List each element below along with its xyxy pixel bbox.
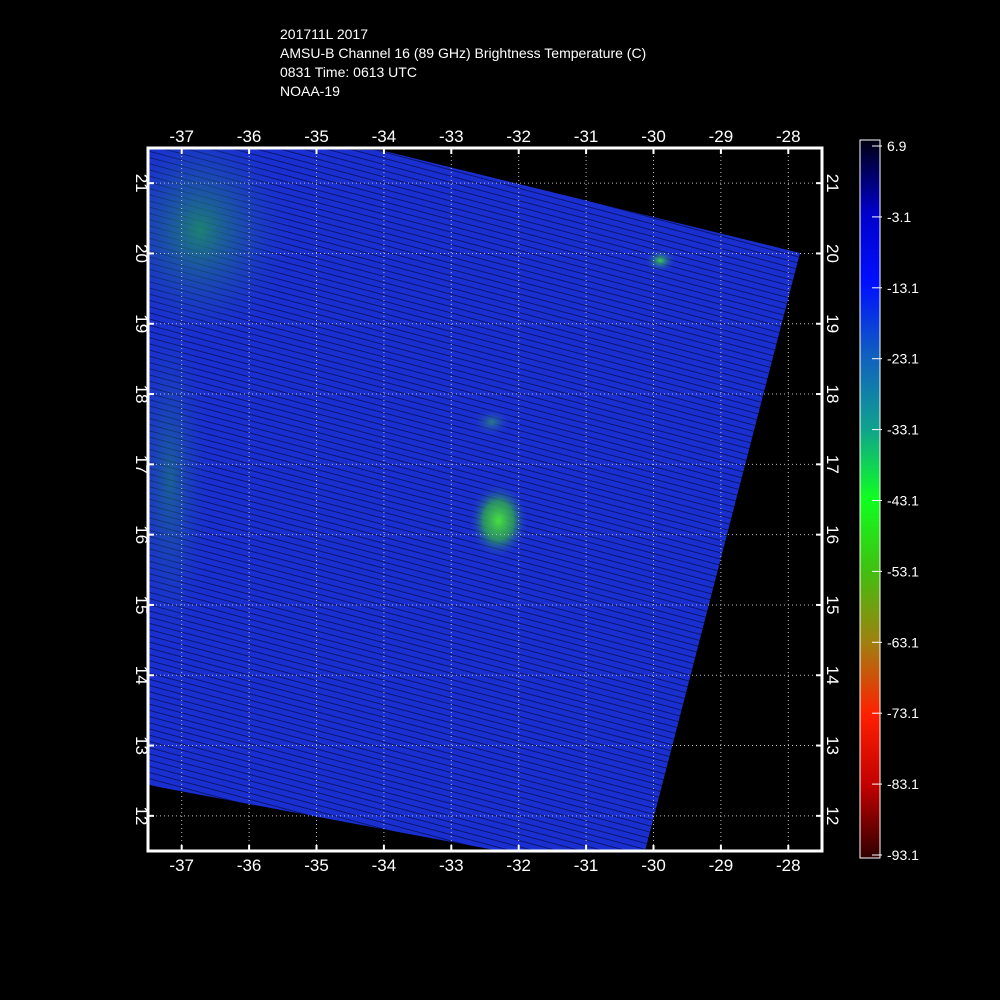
lat-tick-label-right: 17 bbox=[823, 455, 842, 474]
lon-tick-label-top: -32 bbox=[506, 127, 531, 146]
lon-tick-label-top: -29 bbox=[709, 127, 734, 146]
lon-tick-label-top: -35 bbox=[304, 127, 329, 146]
colorbar-label: 6.9 bbox=[887, 138, 907, 154]
colorbar-label: -93.1 bbox=[887, 847, 919, 863]
colorbar: 6.9 -3.1 -13.1 -23.1 -33.1 -43.1 -53.1 -63.1 -73… bbox=[859, 138, 919, 863]
title-block: 201711L 2017 AMSU-B Channel 16 (89 GHz) … bbox=[280, 25, 646, 101]
colorbar-label: -23.1 bbox=[887, 351, 919, 367]
lat-tick-label-left: 21 bbox=[132, 174, 151, 193]
lat-tick-label-right: 19 bbox=[823, 314, 842, 333]
lon-tick-label-bottom: -35 bbox=[304, 856, 329, 875]
colorbar-label: -3.1 bbox=[887, 209, 911, 225]
lat-tick-label-right: 20 bbox=[823, 244, 842, 263]
colorbar-label: -73.1 bbox=[887, 705, 919, 721]
swath-layer bbox=[148, 148, 800, 851]
colorbar-label: -53.1 bbox=[887, 563, 919, 579]
lat-lon-grid bbox=[148, 148, 822, 851]
west-edge-cloud-2 bbox=[148, 310, 210, 650]
lat-tick-label-left: 12 bbox=[132, 806, 151, 825]
product-line: AMSU-B Channel 16 (89 GHz) Brightness Te… bbox=[280, 45, 647, 61]
west-edge-cloud bbox=[148, 148, 290, 340]
lon-tick-label-bottom: -33 bbox=[439, 856, 464, 875]
colorbar-gradient bbox=[859, 139, 881, 859]
colorbar-label: -43.1 bbox=[887, 493, 919, 509]
lat-tick-label-right: 21 bbox=[823, 174, 842, 193]
lon-tick-label-top: -31 bbox=[574, 127, 599, 146]
lat-tick-label-right: 13 bbox=[823, 736, 842, 755]
lon-tick-label-bottom: -37 bbox=[169, 856, 194, 875]
lon-tick-label-top: -33 bbox=[439, 127, 464, 146]
lon-tick-label-top: -37 bbox=[169, 127, 194, 146]
storm-id-line: 201711L 2017 bbox=[280, 26, 368, 42]
lat-tick-label-left: 19 bbox=[132, 314, 151, 333]
lon-tick-label-bottom: -28 bbox=[776, 856, 801, 875]
lat-tick-label-right: 15 bbox=[823, 595, 842, 614]
lon-tick-label-top: -36 bbox=[237, 127, 262, 146]
lon-tick-label-top: -30 bbox=[641, 127, 666, 146]
satellite-line: NOAA-19 bbox=[280, 83, 340, 99]
lon-tick-label-bottom: -32 bbox=[506, 856, 531, 875]
rainband bbox=[471, 408, 512, 437]
swath-lower-edge-mask bbox=[148, 785, 500, 851]
time-line: 0831 Time: 0613 UTC bbox=[280, 64, 417, 80]
lat-tick-label-left: 17 bbox=[132, 455, 151, 474]
lat-tick-label-left: 20 bbox=[132, 244, 151, 263]
colorbar-label: -13.1 bbox=[887, 280, 919, 296]
lat-tick-label-right: 14 bbox=[823, 666, 842, 685]
lat-tick-label-right: 12 bbox=[823, 806, 842, 825]
lat-tick-label-left: 16 bbox=[132, 525, 151, 544]
colorbar-label: -33.1 bbox=[887, 422, 919, 438]
lat-tick-label-left: 15 bbox=[132, 595, 151, 614]
storm-core bbox=[468, 482, 529, 559]
lat-tick-label-left: 18 bbox=[132, 385, 151, 404]
lat-tick-label-right: 16 bbox=[823, 525, 842, 544]
colorbar-label: -63.1 bbox=[887, 634, 919, 650]
lat-tick-label-right: 18 bbox=[823, 385, 842, 404]
lon-tick-label-bottom: -30 bbox=[641, 856, 666, 875]
map-frame bbox=[146, 146, 824, 853]
colorbar-label: -83.1 bbox=[887, 776, 919, 792]
lat-tick-label-left: 13 bbox=[132, 736, 151, 755]
lon-tick-label-top: -28 bbox=[776, 127, 801, 146]
lon-tick-label-bottom: -36 bbox=[237, 856, 262, 875]
lon-tick-label-bottom: -29 bbox=[709, 856, 734, 875]
cold-spot bbox=[644, 248, 677, 273]
lon-tick-label-bottom: -31 bbox=[574, 856, 599, 875]
lon-tick-label-bottom: -34 bbox=[372, 856, 397, 875]
lon-tick-label-top: -34 bbox=[372, 127, 397, 146]
lat-tick-label-left: 14 bbox=[132, 666, 151, 685]
